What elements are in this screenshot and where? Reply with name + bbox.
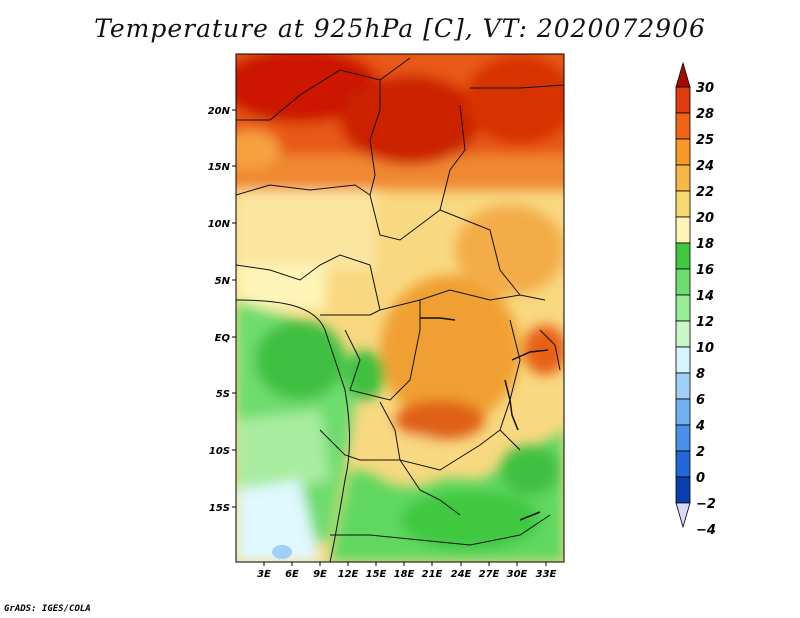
colorbar-label: −2 [696,497,716,512]
colorbar-swatch [675,450,691,478]
lat-tick-label: 5S [216,389,230,400]
colorbar-swatch [675,294,691,322]
colorbar-label: 12 [696,315,714,330]
colorbar-label: 22 [696,185,714,200]
colorbar-label: 0 [696,471,705,486]
lon-tick-label: 9E [313,569,327,580]
lat-tick: EQ [215,333,236,344]
lon-tick-label: 21E [422,569,443,580]
colorbar-swatch [675,476,691,504]
colorbar-label: 18 [696,237,714,252]
longitude-axis: 3E 6E 9E 12E 15E 18E 21E 24E 27E 30E 33E [257,562,557,580]
temperature-field [236,54,564,562]
lon-tick-label: 6E [285,569,299,580]
colorbar-swatch [675,164,691,192]
lat-tick-label: 15S [209,503,230,514]
lat-tick-label: EQ [215,333,231,344]
lat-tick: 15S [209,503,236,514]
lon-tick-label: 18E [394,569,415,580]
lat-tick: 10S [209,446,236,457]
colorbar-label: 24 [696,159,714,174]
lat-tick-label: 20N [208,106,231,117]
lon-tick-label: 30E [507,569,528,580]
colorbar-swatch [675,86,691,114]
colorbar-swatch [675,138,691,166]
lon-tick: 3E [257,562,271,580]
colorbar-label: −4 [696,523,716,538]
lon-tick-label: 33E [536,569,557,580]
map-title: Temperature at 925hPa [C], VT: 202007290… [94,14,706,43]
footer-credit: GrADS: IGES/COLA [4,604,91,614]
colorbar-label: 6 [696,393,705,408]
colorbar-label: 28 [696,107,714,122]
colorbar-swatch [675,346,691,374]
lon-tick: 12E [338,562,359,580]
colorbar-label: 14 [696,289,714,304]
lat-tick: 15N [208,162,236,173]
colorbar-swatch [675,216,691,244]
colorbar-label: 20 [696,211,714,226]
lon-tick: 15E [366,562,387,580]
colorbar-label: 25 [696,133,714,148]
colorbar-swatch [675,242,691,270]
lat-tick: 5S [216,389,236,400]
lon-tick: 24E [451,562,472,580]
lat-tick: 5N [215,276,236,287]
map-frame [235,53,565,563]
lon-tick: 9E [313,562,327,580]
lon-tick: 27E [479,562,500,580]
lon-tick: 21E [422,562,443,580]
colorbar-label: 8 [696,367,705,382]
lat-tick: 10N [208,219,236,230]
colorbar-swatch [675,112,691,140]
lat-tick-label: 15N [208,162,231,173]
colorbar-swatch [675,320,691,348]
lon-tick: 18E [394,562,415,580]
lon-tick: 33E [536,562,557,580]
colorbar-bottom-arrow [675,502,691,529]
colorbar-label: 10 [696,341,714,356]
lon-tick-label: 3E [257,569,271,580]
latitude-axis: 20N 15N 10N 5N EQ 5S 10S 15S [208,106,236,514]
colorbar-label: 4 [695,419,705,434]
colorbar-label: 16 [696,263,714,278]
colorbar-top-arrow [675,61,691,88]
lat-tick: 20N [208,106,236,117]
lon-tick-label: 12E [338,569,359,580]
lat-tick-label: 10S [209,446,230,457]
lon-tick-label: 15E [366,569,387,580]
lon-tick-label: 24E [451,569,472,580]
lat-tick-label: 5N [215,276,231,287]
colorbar-label: 2 [696,445,705,460]
colorbar-swatch [675,424,691,452]
colorbar-swatch [675,190,691,218]
lon-tick: 6E [285,562,299,580]
colorbar-swatch [675,372,691,400]
lon-tick: 30E [507,562,528,580]
colorbar-label: 30 [696,81,714,96]
colorbar-swatch [675,398,691,426]
lon-tick-label: 27E [479,569,500,580]
lat-tick-label: 10N [208,219,231,230]
colorbar-swatch [675,268,691,296]
